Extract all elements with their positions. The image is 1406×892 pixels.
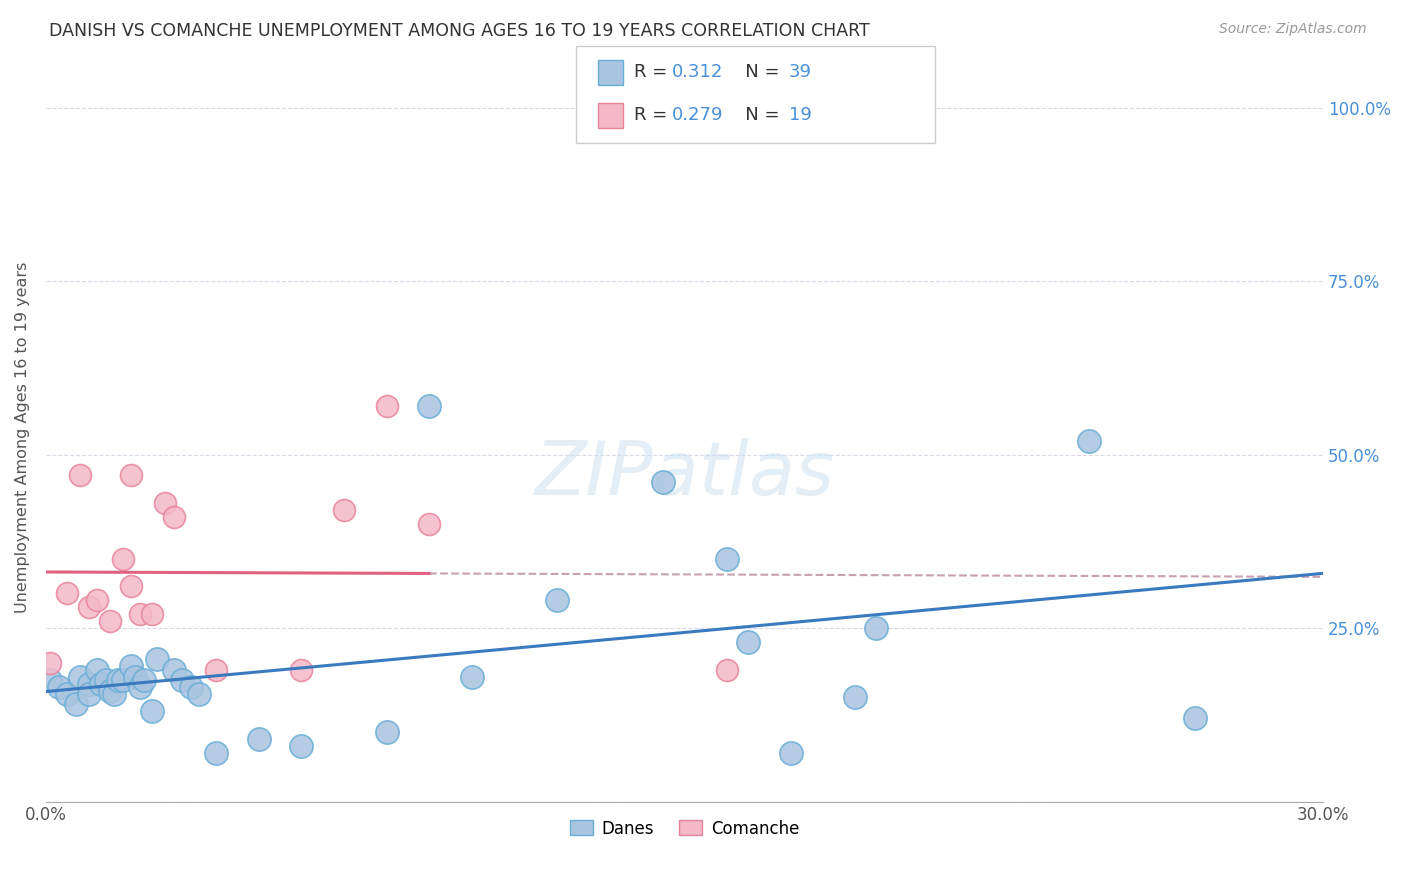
Point bbox=[180, 680, 202, 694]
Point bbox=[94, 673, 117, 687]
Point bbox=[418, 399, 440, 413]
Point bbox=[56, 687, 79, 701]
Point bbox=[98, 683, 121, 698]
Point bbox=[1184, 711, 1206, 725]
Text: ZIPatlas: ZIPatlas bbox=[534, 438, 835, 509]
Point bbox=[844, 690, 866, 705]
Point bbox=[48, 680, 70, 694]
Point bbox=[86, 663, 108, 677]
Point bbox=[103, 687, 125, 701]
Point bbox=[290, 663, 312, 677]
Point bbox=[39, 673, 62, 687]
Point bbox=[205, 663, 228, 677]
Point bbox=[120, 659, 142, 673]
Point bbox=[865, 621, 887, 635]
Point bbox=[141, 607, 163, 622]
Point bbox=[77, 676, 100, 690]
Point bbox=[120, 579, 142, 593]
Text: N =: N = bbox=[728, 106, 786, 124]
Point bbox=[145, 652, 167, 666]
Point bbox=[153, 496, 176, 510]
Point bbox=[460, 670, 482, 684]
Point bbox=[333, 503, 356, 517]
Point bbox=[39, 656, 62, 670]
Point bbox=[375, 725, 398, 739]
Point bbox=[98, 614, 121, 628]
Text: 39: 39 bbox=[789, 63, 811, 81]
Text: R =: R = bbox=[634, 63, 673, 81]
Point bbox=[205, 746, 228, 760]
Point bbox=[172, 673, 194, 687]
Point bbox=[141, 704, 163, 718]
Point bbox=[111, 551, 134, 566]
Legend: Danes, Comanche: Danes, Comanche bbox=[564, 813, 806, 844]
Point bbox=[737, 635, 759, 649]
Point bbox=[780, 746, 803, 760]
Point bbox=[163, 663, 186, 677]
Point bbox=[1078, 434, 1101, 448]
Point bbox=[69, 670, 91, 684]
Point bbox=[290, 739, 312, 753]
Point bbox=[132, 673, 155, 687]
Point bbox=[418, 516, 440, 531]
Point bbox=[86, 593, 108, 607]
Y-axis label: Unemployment Among Ages 16 to 19 years: Unemployment Among Ages 16 to 19 years bbox=[15, 261, 30, 613]
Text: 0.312: 0.312 bbox=[672, 63, 724, 81]
Text: DANISH VS COMANCHE UNEMPLOYMENT AMONG AGES 16 TO 19 YEARS CORRELATION CHART: DANISH VS COMANCHE UNEMPLOYMENT AMONG AG… bbox=[49, 22, 870, 40]
Text: R =: R = bbox=[634, 106, 673, 124]
Text: 19: 19 bbox=[789, 106, 811, 124]
Point bbox=[188, 687, 211, 701]
Point bbox=[128, 607, 150, 622]
Point bbox=[124, 670, 146, 684]
Text: 0.279: 0.279 bbox=[672, 106, 724, 124]
Point bbox=[716, 663, 738, 677]
Point bbox=[69, 468, 91, 483]
Point bbox=[90, 676, 112, 690]
Point bbox=[56, 586, 79, 600]
Point bbox=[77, 600, 100, 615]
Point bbox=[128, 680, 150, 694]
Point bbox=[716, 551, 738, 566]
Point bbox=[247, 732, 270, 747]
Point bbox=[65, 698, 87, 712]
Point bbox=[652, 475, 675, 490]
Text: N =: N = bbox=[728, 63, 786, 81]
Text: Source: ZipAtlas.com: Source: ZipAtlas.com bbox=[1219, 22, 1367, 37]
Point bbox=[77, 687, 100, 701]
Point bbox=[120, 468, 142, 483]
Point bbox=[375, 399, 398, 413]
Point bbox=[546, 593, 568, 607]
Point bbox=[111, 673, 134, 687]
Point bbox=[107, 673, 129, 687]
Point bbox=[163, 510, 186, 524]
